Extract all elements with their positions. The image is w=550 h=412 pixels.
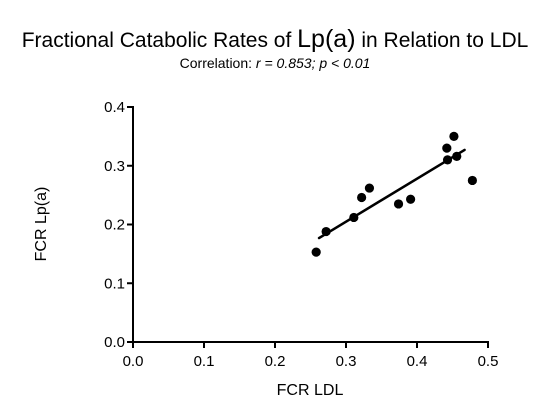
- data-point: [449, 131, 459, 141]
- subtitle-label: Correlation:: [179, 55, 256, 71]
- title-suffix: in Relation to LDL: [355, 29, 529, 52]
- data-point: [321, 226, 331, 237]
- x-tick-label: 0.4: [407, 353, 428, 370]
- title-prefix: Fractional Catabolic Rates of: [21, 29, 298, 52]
- x-tick-label: 0.3: [336, 353, 357, 370]
- subtitle-stats: r = 0.853; p < 0.01: [255, 55, 371, 71]
- axes: 0.0 0.1 0.2 0.3 0.4 0.5 0.0 0.1 0.2 0.3 0.4: [104, 99, 498, 370]
- x-tick-label: 0.2: [265, 353, 286, 370]
- x-tick-label: 0.0: [123, 353, 144, 370]
- y-axis-label: FCR Lp(a): [33, 187, 50, 262]
- data-point: [442, 143, 452, 153]
- data-point: [357, 192, 367, 203]
- data-points: [311, 131, 477, 257]
- x-axis-label: FCR LDL: [277, 382, 344, 399]
- title-emph: Lp(a): [297, 25, 356, 53]
- regression-line: [317, 148, 466, 240]
- y-tick-label: 0.4: [104, 99, 125, 116]
- y-tick-label: 0.0: [104, 334, 125, 351]
- data-point: [442, 155, 453, 165]
- data-point: [467, 175, 477, 186]
- y-tick-label: 0.1: [104, 275, 125, 292]
- chart-subtitle: Correlation: r = 0.853; p < 0.01: [0, 54, 550, 72]
- x-tick-label: 0.1: [194, 353, 215, 370]
- data-point: [406, 194, 416, 204]
- y-tick-label: 0.3: [104, 158, 125, 175]
- data-point: [349, 212, 359, 223]
- data-point: [452, 151, 462, 161]
- chart-title: Fractional Catabolic Rates of Lp(a) in R…: [0, 26, 550, 54]
- y-tick-label: 0.2: [104, 217, 125, 234]
- data-point: [311, 247, 321, 257]
- data-point: [393, 199, 404, 209]
- x-tick-label: 0.5: [478, 353, 499, 370]
- data-point: [364, 183, 375, 193]
- regression-line-group: [317, 148, 466, 240]
